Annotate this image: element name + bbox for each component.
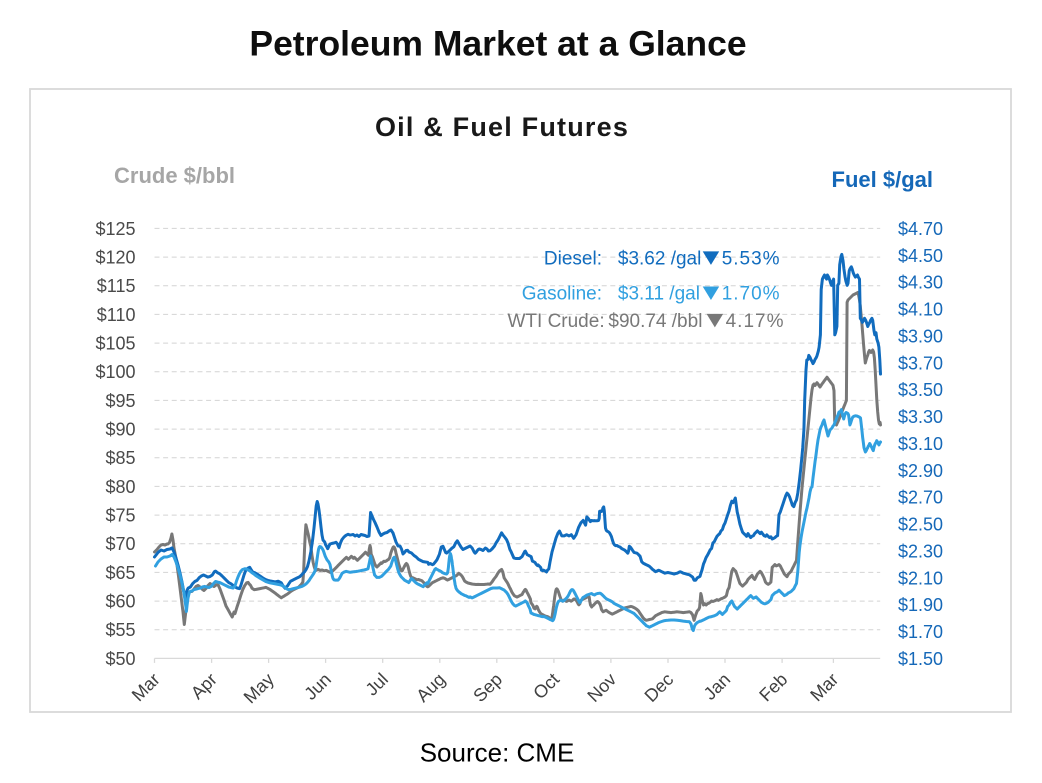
svg-text:$90: $90 <box>105 420 135 440</box>
svg-text:$60: $60 <box>105 592 135 612</box>
svg-text:1.70%: 1.70% <box>722 284 781 305</box>
svg-text:$3.90: $3.90 <box>898 326 943 346</box>
svg-text:Source: CME: Source: CME <box>420 738 575 768</box>
svg-text:$110: $110 <box>97 305 136 325</box>
svg-text:$3.30: $3.30 <box>898 407 943 427</box>
svg-text:$55: $55 <box>105 620 135 640</box>
svg-text:$65: $65 <box>105 563 135 583</box>
svg-text:4.17%: 4.17% <box>726 311 785 332</box>
svg-text:$70: $70 <box>105 534 135 554</box>
svg-text:Crude $/bbl: Crude $/bbl <box>114 163 235 188</box>
svg-text:Gasoline:: Gasoline: <box>522 284 602 305</box>
svg-text:$75: $75 <box>105 506 135 526</box>
svg-text:5.53%: 5.53% <box>722 248 781 269</box>
svg-text:$1.90: $1.90 <box>898 595 943 615</box>
svg-text:$105: $105 <box>95 334 135 354</box>
svg-text:$50: $50 <box>105 649 135 669</box>
svg-text:$4.10: $4.10 <box>898 300 943 320</box>
svg-text:$4.70: $4.70 <box>898 219 943 239</box>
svg-text:$125: $125 <box>95 219 135 239</box>
svg-text:$3.70: $3.70 <box>898 353 943 373</box>
svg-text:$115: $115 <box>97 276 136 296</box>
svg-text:Oil & Fuel Futures: Oil & Fuel Futures <box>375 112 629 142</box>
svg-text:$1.70: $1.70 <box>898 622 943 642</box>
svg-text:$4.50: $4.50 <box>898 246 943 266</box>
svg-text:$1.50: $1.50 <box>898 649 943 669</box>
svg-text:$90.74 /bbl: $90.74 /bbl <box>608 311 702 332</box>
svg-text:$2.50: $2.50 <box>898 515 943 535</box>
svg-text:$2.30: $2.30 <box>898 541 943 561</box>
svg-text:$3.10: $3.10 <box>898 434 943 454</box>
svg-text:$2.70: $2.70 <box>898 488 943 508</box>
svg-text:$3.50: $3.50 <box>898 380 943 400</box>
svg-text:Petroleum Market at a Glance: Petroleum Market at a Glance <box>249 24 746 64</box>
svg-text:WTI Crude:: WTI Crude: <box>507 311 604 332</box>
svg-text:$4.30: $4.30 <box>898 273 943 293</box>
svg-text:Diesel:: Diesel: <box>544 248 602 269</box>
svg-text:$95: $95 <box>105 391 135 411</box>
svg-text:$2.90: $2.90 <box>898 461 943 481</box>
svg-text:Fuel $/gal: Fuel $/gal <box>832 167 933 192</box>
svg-text:$3.11 /gal: $3.11 /gal <box>618 284 700 305</box>
svg-text:$85: $85 <box>105 448 135 468</box>
svg-text:$120: $120 <box>95 248 135 268</box>
svg-text:$80: $80 <box>105 477 135 497</box>
svg-text:$100: $100 <box>95 362 135 382</box>
svg-text:$2.10: $2.10 <box>898 568 943 588</box>
svg-text:$3.62 /gal: $3.62 /gal <box>618 248 701 269</box>
